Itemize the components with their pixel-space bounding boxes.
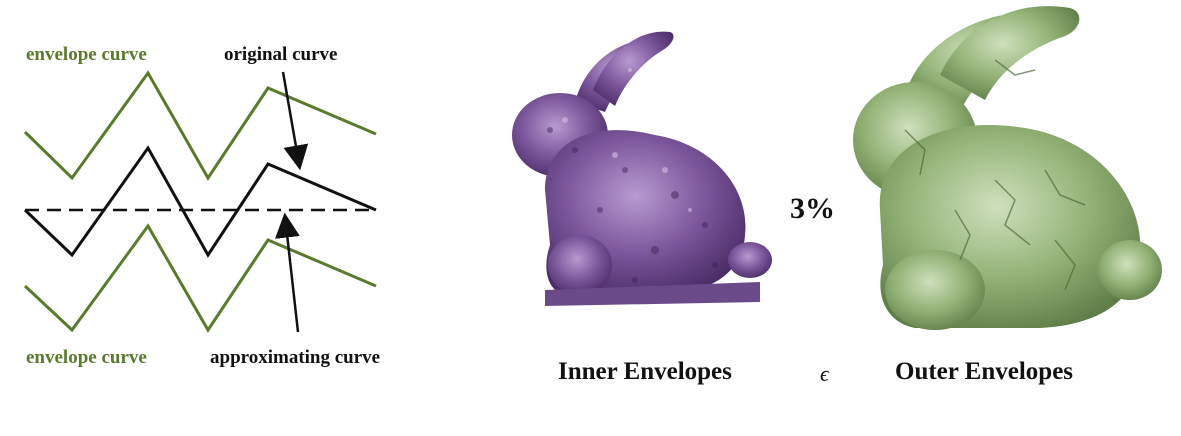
percent-label: 3% — [790, 192, 835, 225]
original-curve-label: original curve — [224, 44, 338, 65]
epsilon-symbol: ϵ — [820, 361, 829, 386]
outer-envelopes-caption: Outer Envelopes — [895, 358, 1074, 385]
outer-bunny-image — [853, 6, 1162, 330]
inner-bunny-image — [512, 31, 772, 306]
original-curve — [23, 145, 377, 258]
top-envelope-curve — [23, 70, 377, 181]
approximating-curve-label: approximating curve — [210, 347, 381, 368]
inner-envelopes-caption: Inner Envelopes — [558, 358, 732, 385]
bottom-envelope-label: envelope curve — [26, 347, 147, 368]
original-curve-arrow — [281, 71, 309, 171]
approximating-curve-arrow — [274, 212, 300, 333]
top-envelope-label: envelope curve — [26, 44, 147, 65]
bottom-envelope-curve — [23, 223, 377, 333]
